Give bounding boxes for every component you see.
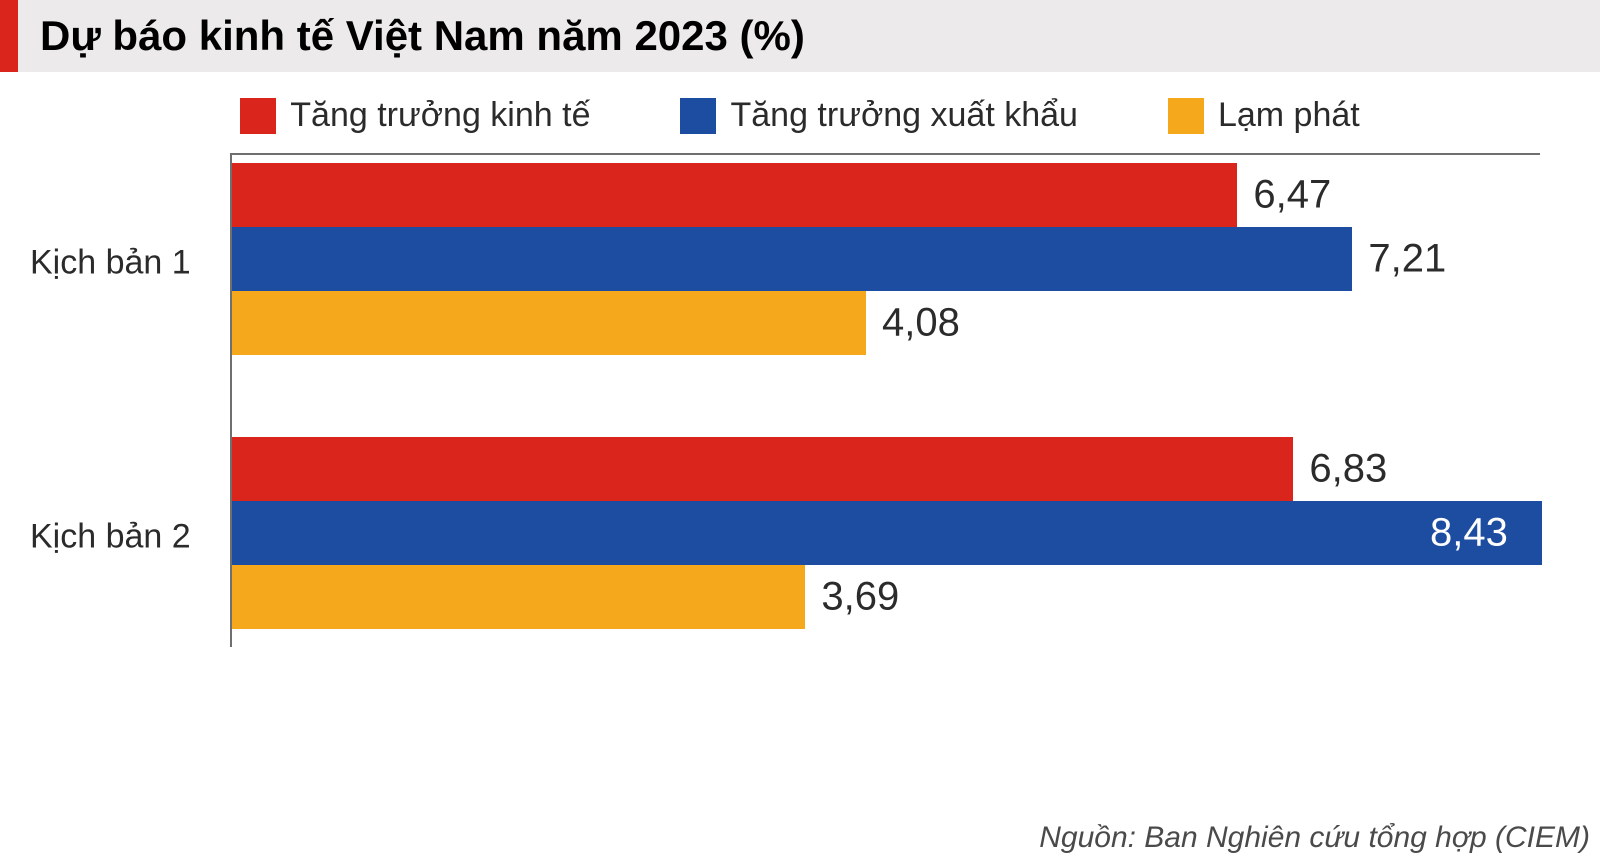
legend-label-1: Tăng trưởng xuất khẩu [730,96,1077,135]
bar-row-0-0: 6,47 [230,163,1540,227]
bar-0-2 [232,291,866,355]
group-0: Kịch bản 1 6,47 7,21 4,08 [230,153,1540,373]
bar-value-0-0: 6,47 [1253,173,1331,218]
title-bar: Dự báo kinh tế Việt Nam năm 2023 (%) [0,0,1600,72]
legend-swatch-1 [680,98,716,134]
bar-1-0 [232,437,1293,501]
bar-value-1-1: 8,43 [1430,511,1522,556]
bar-value-0-2: 4,08 [882,301,960,346]
legend-item-0: Tăng trưởng kinh tế [240,96,590,135]
bar-0-1 [232,227,1352,291]
legend: Tăng trưởng kinh tế Tăng trưởng xuất khẩ… [0,72,1600,153]
source-text: Nguồn: Ban Nghiên cứu tổng hợp (CIEM) [1039,821,1590,855]
legend-swatch-2 [1168,98,1204,134]
bar-row-0-2: 4,08 [230,291,1540,355]
group-gap [230,373,1540,427]
bar-row-1-2: 3,69 [230,565,1540,629]
title-bg: Dự báo kinh tế Việt Nam năm 2023 (%) [18,0,1600,72]
bar-row-1-1: 8,43 [230,501,1540,565]
plot-area: Kịch bản 1 6,47 7,21 4,08 Kịch bản 2 6,8… [0,153,1600,647]
bar-row-0-1: 7,21 [230,227,1540,291]
legend-swatch-0 [240,98,276,134]
bar-value-1-2: 3,69 [821,575,899,620]
chart-title: Dự báo kinh tế Việt Nam năm 2023 (%) [40,12,805,60]
group-label-1: Kịch bản 2 [0,518,215,557]
chart-container: Dự báo kinh tế Việt Nam năm 2023 (%) Tăn… [0,0,1600,865]
bar-value-1-0: 6,83 [1309,447,1387,492]
title-accent [0,0,18,72]
group-1: Kịch bản 2 6,83 8,43 3,69 [230,427,1540,647]
bar-row-1-0: 6,83 [230,437,1540,501]
bar-value-0-1: 7,21 [1368,237,1446,282]
bar-1-2 [232,565,805,629]
bar-1-1 [232,501,1542,565]
group-label-0: Kịch bản 1 [0,244,215,283]
legend-label-0: Tăng trưởng kinh tế [290,96,590,135]
bar-0-0 [232,163,1237,227]
legend-label-2: Lạm phát [1218,96,1360,135]
legend-item-1: Tăng trưởng xuất khẩu [680,96,1077,135]
legend-item-2: Lạm phát [1168,96,1360,135]
